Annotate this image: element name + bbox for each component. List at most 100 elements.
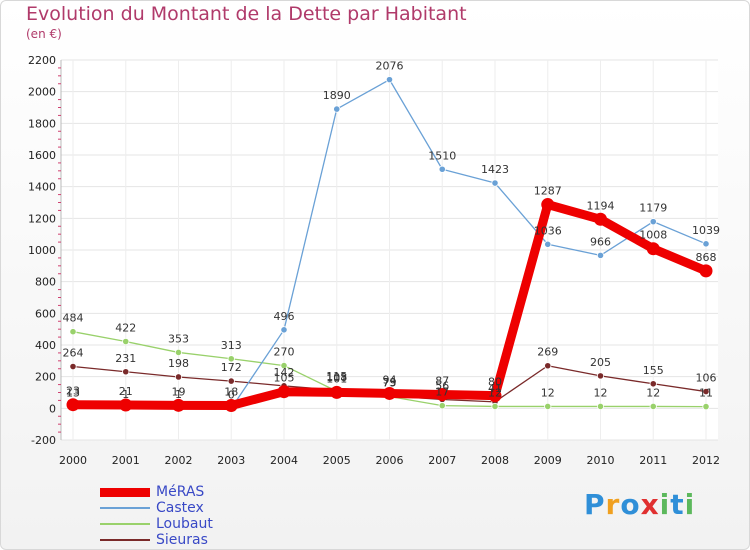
chart-title: Evolution du Montant de la Dette par Hab… [26,3,467,25]
data-point [544,402,552,411]
legend-swatch [100,523,150,525]
logo-letter: i [684,488,696,521]
data-point [333,105,341,113]
x-tick-label: 2009 [534,454,562,467]
data-point [330,385,344,399]
y-tick-label: 800 [35,276,56,289]
data-point [174,348,183,357]
data-label: 101 [326,372,347,385]
data-label: 1 [175,388,182,401]
x-tick-label: 2005 [323,454,351,467]
chart-subtitle: (en €) [26,27,62,41]
x-tick-label: 2000 [59,454,87,467]
y-tick-label: 2000 [28,86,56,99]
data-point [488,389,502,403]
data-point [699,264,713,278]
x-tick-label: 2011 [639,454,667,467]
legend-label: Loubaut [156,516,213,532]
legend-swatch [100,487,150,497]
data-point [596,402,605,411]
logo-letter: t [670,488,685,521]
y-tick-label: 1600 [28,149,56,162]
data-label: 231 [115,352,136,365]
data-point [702,387,710,396]
data-point [541,198,555,212]
data-point [544,362,552,370]
y-tick-label: 1200 [28,212,56,225]
data-point [66,398,80,412]
data-point [649,402,657,411]
data-label: 80 [488,376,502,389]
data-label: 11 [699,387,713,400]
data-label: 1008 [639,229,667,242]
legend-label: MéRAS [156,484,205,500]
data-label: 1287 [534,185,562,198]
data-label: 56 [435,379,449,392]
legend-item: Sieuras [100,532,213,548]
data-label: 19 [172,385,186,398]
data-label: 484 [63,312,84,325]
x-tick-label: 2008 [481,454,509,467]
legend-swatch [100,507,150,509]
data-point [438,165,446,173]
data-point [280,326,288,334]
data-label: 966 [590,235,611,248]
data-point [174,373,183,381]
data-label: 106 [696,372,717,385]
legend-swatch [100,539,150,541]
data-point [385,76,394,84]
legend-item: Loubaut [100,516,213,532]
data-point [122,337,130,346]
data-point [227,377,235,385]
data-label: 1890 [323,89,351,102]
x-tick-label: 2010 [587,454,615,467]
data-label: 496 [274,310,295,323]
data-label: 105 [274,372,295,385]
x-tick-label: 2002 [165,454,193,467]
data-point [702,240,710,248]
data-point [69,328,77,336]
y-tick-label: 0 [49,402,56,415]
y-tick-label: 1800 [28,117,56,130]
data-label: 270 [274,346,295,359]
data-point [438,402,446,410]
data-label: 79 [383,376,397,389]
data-label: 115 [326,370,347,383]
data-label: 155 [643,364,664,377]
data-label: 422 [115,322,136,335]
data-label: 12 [646,386,660,399]
data-point [277,385,291,399]
data-label: 313 [221,339,242,352]
data-label: 1039 [692,224,720,237]
x-tick-label: 2001 [112,454,140,467]
data-point [646,242,660,256]
y-tick-label: 200 [35,371,56,384]
data-point [544,240,552,248]
data-label: 18 [224,385,238,398]
data-label: 108 [326,371,347,384]
data-label: 1194 [587,199,615,212]
data-label: 1 [122,388,129,401]
x-tick-label: 2007 [428,454,456,467]
data-point [596,251,605,259]
data-point [435,388,449,402]
x-tick-label: 2012 [692,454,720,467]
data-point [224,398,238,412]
data-label: 1423 [481,163,509,176]
data-point [227,355,235,363]
x-tick-label: 2004 [270,454,298,467]
y-tick-label: 600 [35,307,56,320]
data-label: 1179 [639,202,667,215]
data-point [594,212,607,226]
data-label: 0 [228,388,235,401]
data-label: 17 [435,386,449,399]
data-label: 12 [541,386,555,399]
legend-label: Castex [156,500,204,516]
data-label: 172 [221,361,242,374]
y-tick-label: -200 [31,434,56,447]
data-point [649,218,657,226]
data-label: 269 [537,346,558,359]
data-label: 868 [696,251,717,264]
legend-item: MéRAS [100,484,213,500]
